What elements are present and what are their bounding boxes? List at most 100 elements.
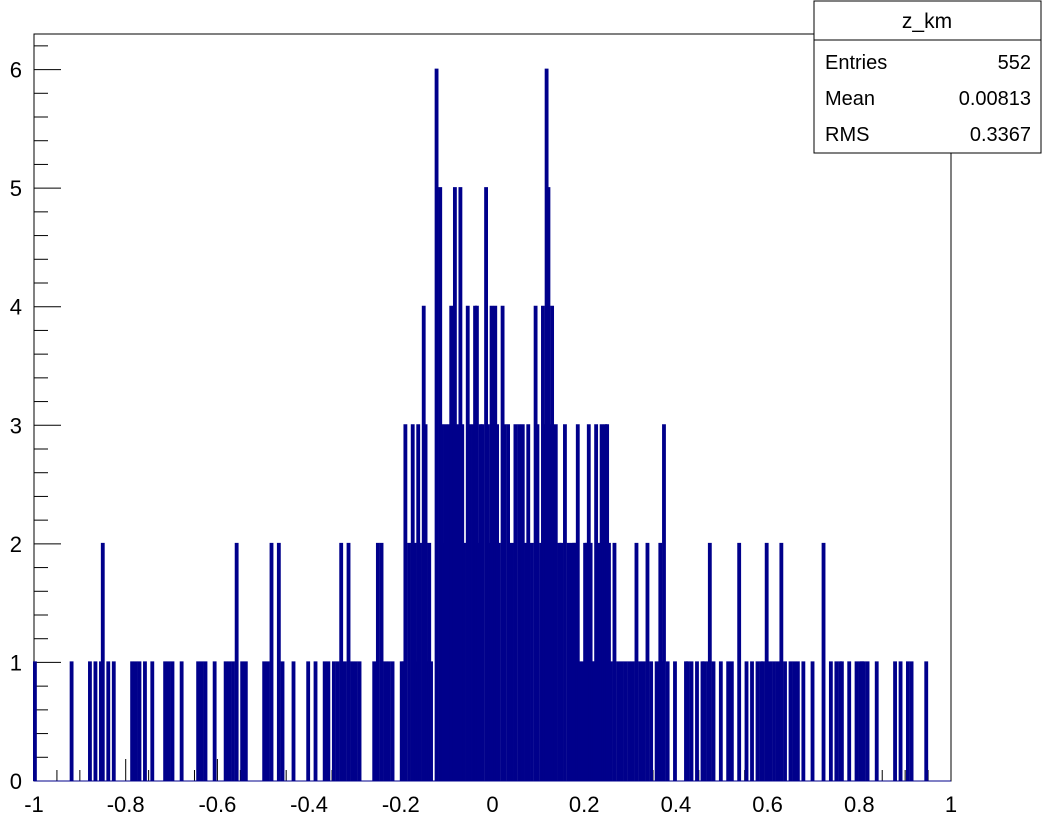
histogram-bin [407,542,411,781]
x-tick-label: 0 [486,792,498,817]
y-tick-label: 3 [10,413,22,438]
histogram-bin [196,661,201,781]
histogram-bin [779,542,784,781]
histogram-bin [905,661,910,781]
histogram-bin [772,661,776,781]
tick-labels: -1 -0.8 -0.6 -0.4 -0.2 0 0.2 0.4 0.6 0.8 1 0 1 2 3 4 5 6 [10,58,957,817]
histogram-bin [764,542,769,781]
histogram-bin [673,661,677,781]
histogram-bin [306,661,311,781]
stats-box-title: z_km [902,10,952,33]
histogram-bin [566,542,571,781]
y-tick-label: 4 [10,295,22,320]
histogram-bin [775,661,780,781]
histogram-bin [403,424,408,781]
stats-box-frame [813,0,1042,154]
histogram-bin [150,661,155,781]
histogram-bin [627,661,632,781]
stats-entries-label: Entries [825,52,887,74]
histogram-bin [630,661,635,781]
y-tick-label: 6 [10,58,22,83]
x-tick-label: -0.4 [290,792,328,817]
histogram-bin [291,661,296,781]
histogram-bin [847,661,852,781]
histogram-bin [163,661,168,781]
histogram-bin [100,542,105,781]
stats-box: z_km Entries 552 Mean 0.00813 RMS 0.3367 [813,0,1042,154]
histogram-bin [726,661,731,781]
histogram-bin [331,661,336,781]
histogram-bin [689,661,694,781]
histogram-bin [750,661,754,781]
histogram-bin [755,661,760,781]
histogram-bin [353,661,358,781]
histogram-bin [559,542,564,781]
histogram-bin [526,424,531,781]
histogram-bin [575,424,580,781]
stats-rms-label: RMS [825,124,869,146]
histogram-bin [269,542,274,781]
histogram-bin [106,661,111,781]
histogram-bin [166,661,171,781]
stats-entries-value: 552 [998,52,1031,74]
histogram-bin [88,661,92,781]
stats-mean-label: Mean [825,88,875,110]
histogram-bin [449,305,454,781]
x-tick-label: -0.8 [107,792,145,817]
histogram-bin [828,661,833,781]
histogram-bin [530,542,534,781]
histogram-bin [390,661,395,781]
histogram-bin [821,542,826,781]
histogram-bin [737,542,742,781]
x-tick-label: -0.2 [382,792,420,817]
stats-mean-value: 0.00813 [959,88,1031,110]
histogram-bin [467,424,472,781]
histogram-bin [350,661,355,781]
histogram-bin [616,661,621,781]
stats-rms-value: 0.3367 [970,124,1031,146]
histogram-bin [893,661,897,781]
histogram-bin [834,661,839,781]
histogram-bin [744,661,749,781]
histogram-bin [383,661,388,781]
histogram-bin [179,661,184,781]
histogram-bin [133,661,138,781]
histogram-bin [634,542,639,781]
histogram-bin [638,661,643,781]
histogram-bin [594,424,599,781]
histogram-bin [502,424,507,781]
y-tick-label: 1 [10,650,22,675]
histogram-bin [509,542,514,781]
histogram-bin [563,424,567,781]
histogram-bin [379,542,384,781]
histogram-bin [462,542,466,781]
histogram-bin [729,661,734,781]
histogram-bin [520,424,525,781]
histogram-bin [768,661,773,781]
histogram-bin [649,661,654,781]
x-tick-label: 0.6 [752,792,783,817]
histogram-bin [924,661,929,781]
histogram-bin [170,661,175,781]
histogram-bin [339,542,344,781]
x-tick-label: -1 [24,792,44,817]
histogram-bin [335,661,340,781]
histogram-bin [143,661,147,781]
y-tick-label: 2 [10,532,22,557]
histogram-bin [702,661,707,781]
histogram-bin [608,661,613,781]
histogram-bin [553,424,558,781]
histogram-bin [199,661,204,781]
histogram-bin [434,68,439,781]
histogram-bin [839,661,844,781]
histogram-bin [665,661,670,781]
histogram-bin [506,424,511,781]
histogram-bin [874,661,879,781]
histogram-bin [231,661,235,781]
histogram-bin [654,661,659,781]
histogram-bin [223,661,228,781]
histogram-bin [788,661,793,781]
histogram-bin [761,661,765,781]
x-tick-label: 0.4 [661,792,692,817]
histogram-bin [497,542,501,781]
